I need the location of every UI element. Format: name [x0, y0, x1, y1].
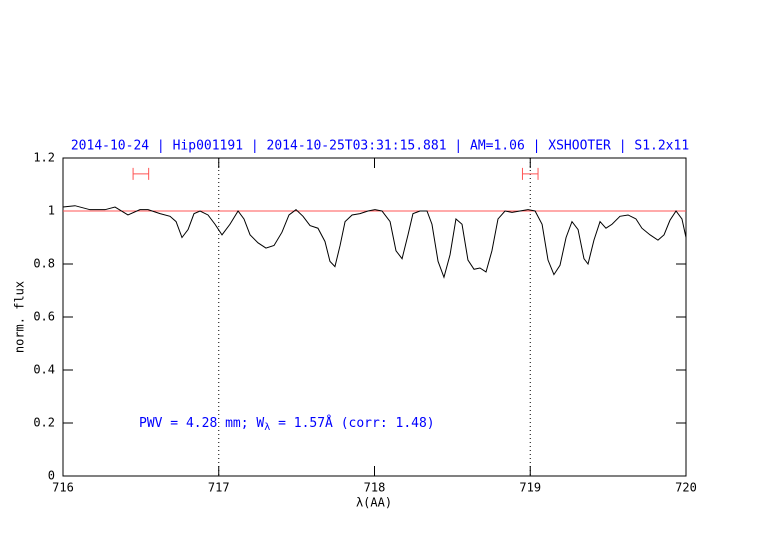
y-tick-label: 0.2	[33, 416, 55, 430]
x-tick-label: 720	[675, 481, 697, 495]
spectrum-line	[62, 205, 687, 279]
y-tick-label: 0.6	[33, 310, 55, 324]
y-tick-label: 0.4	[33, 363, 55, 377]
y-tick-label: 0.8	[33, 257, 55, 271]
x-tick-label: 719	[519, 481, 541, 495]
annotation: PWV = 4.28 mm; Wλ = 1.57Å (corr: 1.48)	[139, 415, 435, 434]
x-tick-label: 716	[52, 481, 74, 495]
x-tick-label: 717	[208, 481, 230, 495]
chart-title: 2014-10-24 | Hip001191 | 2014-10-25T03:3…	[71, 139, 689, 154]
x-tick-label: 718	[364, 481, 386, 495]
annotation-part: PWV = 4.28 mm; W	[139, 416, 264, 431]
y-tick-label: 1.2	[33, 151, 55, 165]
y-tick-label: 0	[48, 469, 55, 483]
y-axis-label: norm. flux	[13, 281, 27, 353]
annotation-part: λ	[264, 422, 270, 433]
range-marker	[132, 167, 150, 180]
y-tick-label: 1	[48, 204, 55, 218]
x-axis-label: λ(AA)	[356, 496, 392, 510]
annotation-part: = 1.57Å (corr: 1.48)	[270, 415, 434, 431]
range-marker	[521, 167, 539, 180]
